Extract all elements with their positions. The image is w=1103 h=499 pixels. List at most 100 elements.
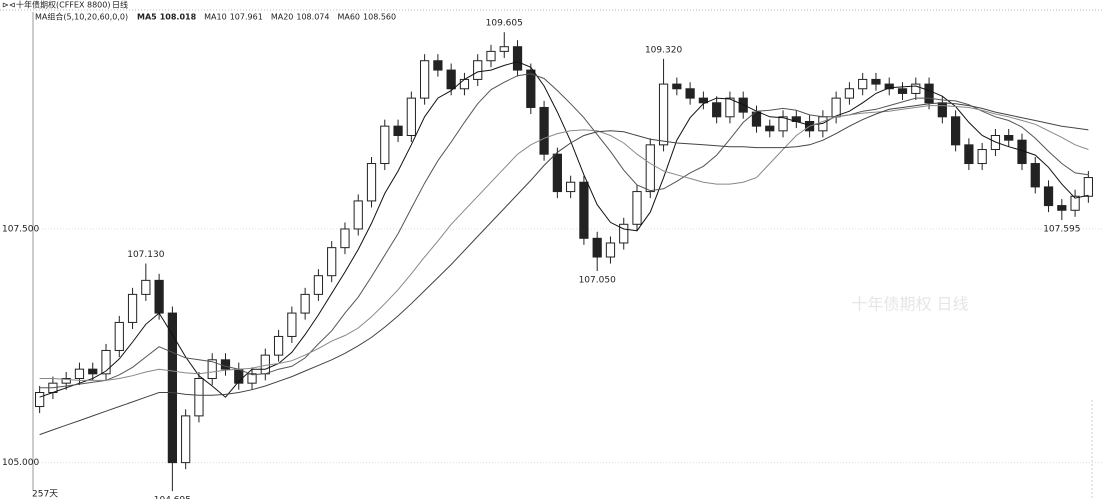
candle-body <box>1030 163 1040 188</box>
candle-body <box>645 144 655 193</box>
candle-body <box>924 83 934 104</box>
candle-body <box>433 60 443 71</box>
candle-body <box>685 88 695 99</box>
candle-body <box>35 392 45 408</box>
candle-body <box>473 60 483 80</box>
candle-body <box>220 359 231 370</box>
candle-body <box>911 83 921 94</box>
candle-body <box>380 125 390 165</box>
candle-body <box>619 223 629 244</box>
period[interactable]: 日线 <box>112 0 128 10</box>
candle-body <box>672 83 682 90</box>
ma-line <box>39 61 1089 398</box>
ma-line <box>39 102 1089 436</box>
candle-body <box>566 181 576 193</box>
ma-line <box>39 105 1089 381</box>
candle-body <box>725 97 735 118</box>
candle-body <box>327 247 337 277</box>
candle-body <box>101 349 111 375</box>
candle-body <box>751 111 762 127</box>
legend-value: 107.961 <box>230 13 263 22</box>
ma-line <box>39 73 1089 389</box>
candle-body <box>141 279 151 295</box>
indicator[interactable]: MA组合(5,10,20,60,0,0) <box>35 12 128 22</box>
watermark: 十年债期权 日线 <box>851 295 968 314</box>
extreme-label: 109.320 <box>645 45 682 55</box>
candle-body <box>765 125 775 132</box>
candle-body <box>127 293 138 323</box>
candle-body <box>446 69 456 90</box>
candle-body <box>605 242 616 258</box>
candle-body <box>950 116 961 146</box>
candle-body <box>964 144 974 165</box>
candle-body <box>61 378 71 384</box>
icon: ⊳⊲ <box>2 1 15 10</box>
chart-title: 十年债期权(CFFEX 8800) <box>16 0 110 10</box>
candle-body <box>1057 205 1067 211</box>
candle-body <box>1043 186 1054 207</box>
candle-body <box>247 373 257 384</box>
candle-body <box>592 237 602 258</box>
y-tick-label: 105.000 <box>2 458 39 468</box>
candle-body <box>552 153 562 193</box>
extreme-label: 107.595 <box>1043 225 1080 235</box>
candle-body <box>632 191 642 225</box>
legend-value: 108.018 <box>160 13 197 22</box>
candle-body <box>287 312 297 337</box>
candle-body <box>167 312 178 464</box>
legend-name: MA10 <box>204 13 227 22</box>
candle-body <box>897 88 908 94</box>
candle-body <box>712 102 722 118</box>
candle-body <box>154 279 164 314</box>
candle-body <box>353 200 363 230</box>
candle-body <box>181 415 191 464</box>
candle-body <box>313 275 324 295</box>
candle-body <box>300 293 310 314</box>
y-tick-label: 107.500 <box>2 224 39 234</box>
legend-name: MA5 <box>137 13 157 22</box>
candle-body <box>499 46 509 52</box>
candle-body <box>486 50 496 62</box>
candle-body <box>406 97 416 137</box>
legend-value: 108.074 <box>296 13 329 22</box>
candle-body <box>778 116 788 132</box>
candle-body <box>88 368 98 375</box>
candle-body <box>698 97 709 104</box>
candle-body <box>194 378 204 417</box>
candle-body <box>526 69 536 108</box>
candle-body <box>74 368 85 379</box>
count-label: 257天 <box>32 490 58 499</box>
candle-body <box>844 88 855 99</box>
candle-body <box>831 97 841 118</box>
legend-value: 108.560 <box>363 13 396 22</box>
candle-body <box>1070 195 1080 211</box>
candle-body <box>273 335 284 356</box>
candle-body <box>871 78 881 85</box>
legend-name: MA60 <box>337 13 360 22</box>
candle-body <box>393 125 403 137</box>
extreme-label: 109.605 <box>486 19 523 29</box>
candle-body <box>260 354 270 375</box>
extreme-label: 107.130 <box>127 250 164 260</box>
candle-body <box>937 102 947 118</box>
candle-body <box>579 181 589 239</box>
extreme-label: 107.050 <box>579 276 616 286</box>
candle-body <box>884 83 894 90</box>
candle-body <box>1004 135 1014 141</box>
candle-body <box>459 78 470 90</box>
candle-body <box>340 228 350 249</box>
candle-body <box>512 46 523 71</box>
candle-body <box>114 321 124 351</box>
candle-body <box>858 78 868 90</box>
candle-body <box>366 163 377 202</box>
candle-body <box>419 60 430 99</box>
legend-name: MA20 <box>271 13 294 22</box>
candle-body <box>539 106 549 155</box>
candle-body <box>977 149 987 165</box>
candle-body <box>658 83 669 146</box>
extreme-label: 104.695 <box>154 496 191 499</box>
candle-body <box>1083 177 1093 197</box>
candle-body <box>207 359 217 379</box>
